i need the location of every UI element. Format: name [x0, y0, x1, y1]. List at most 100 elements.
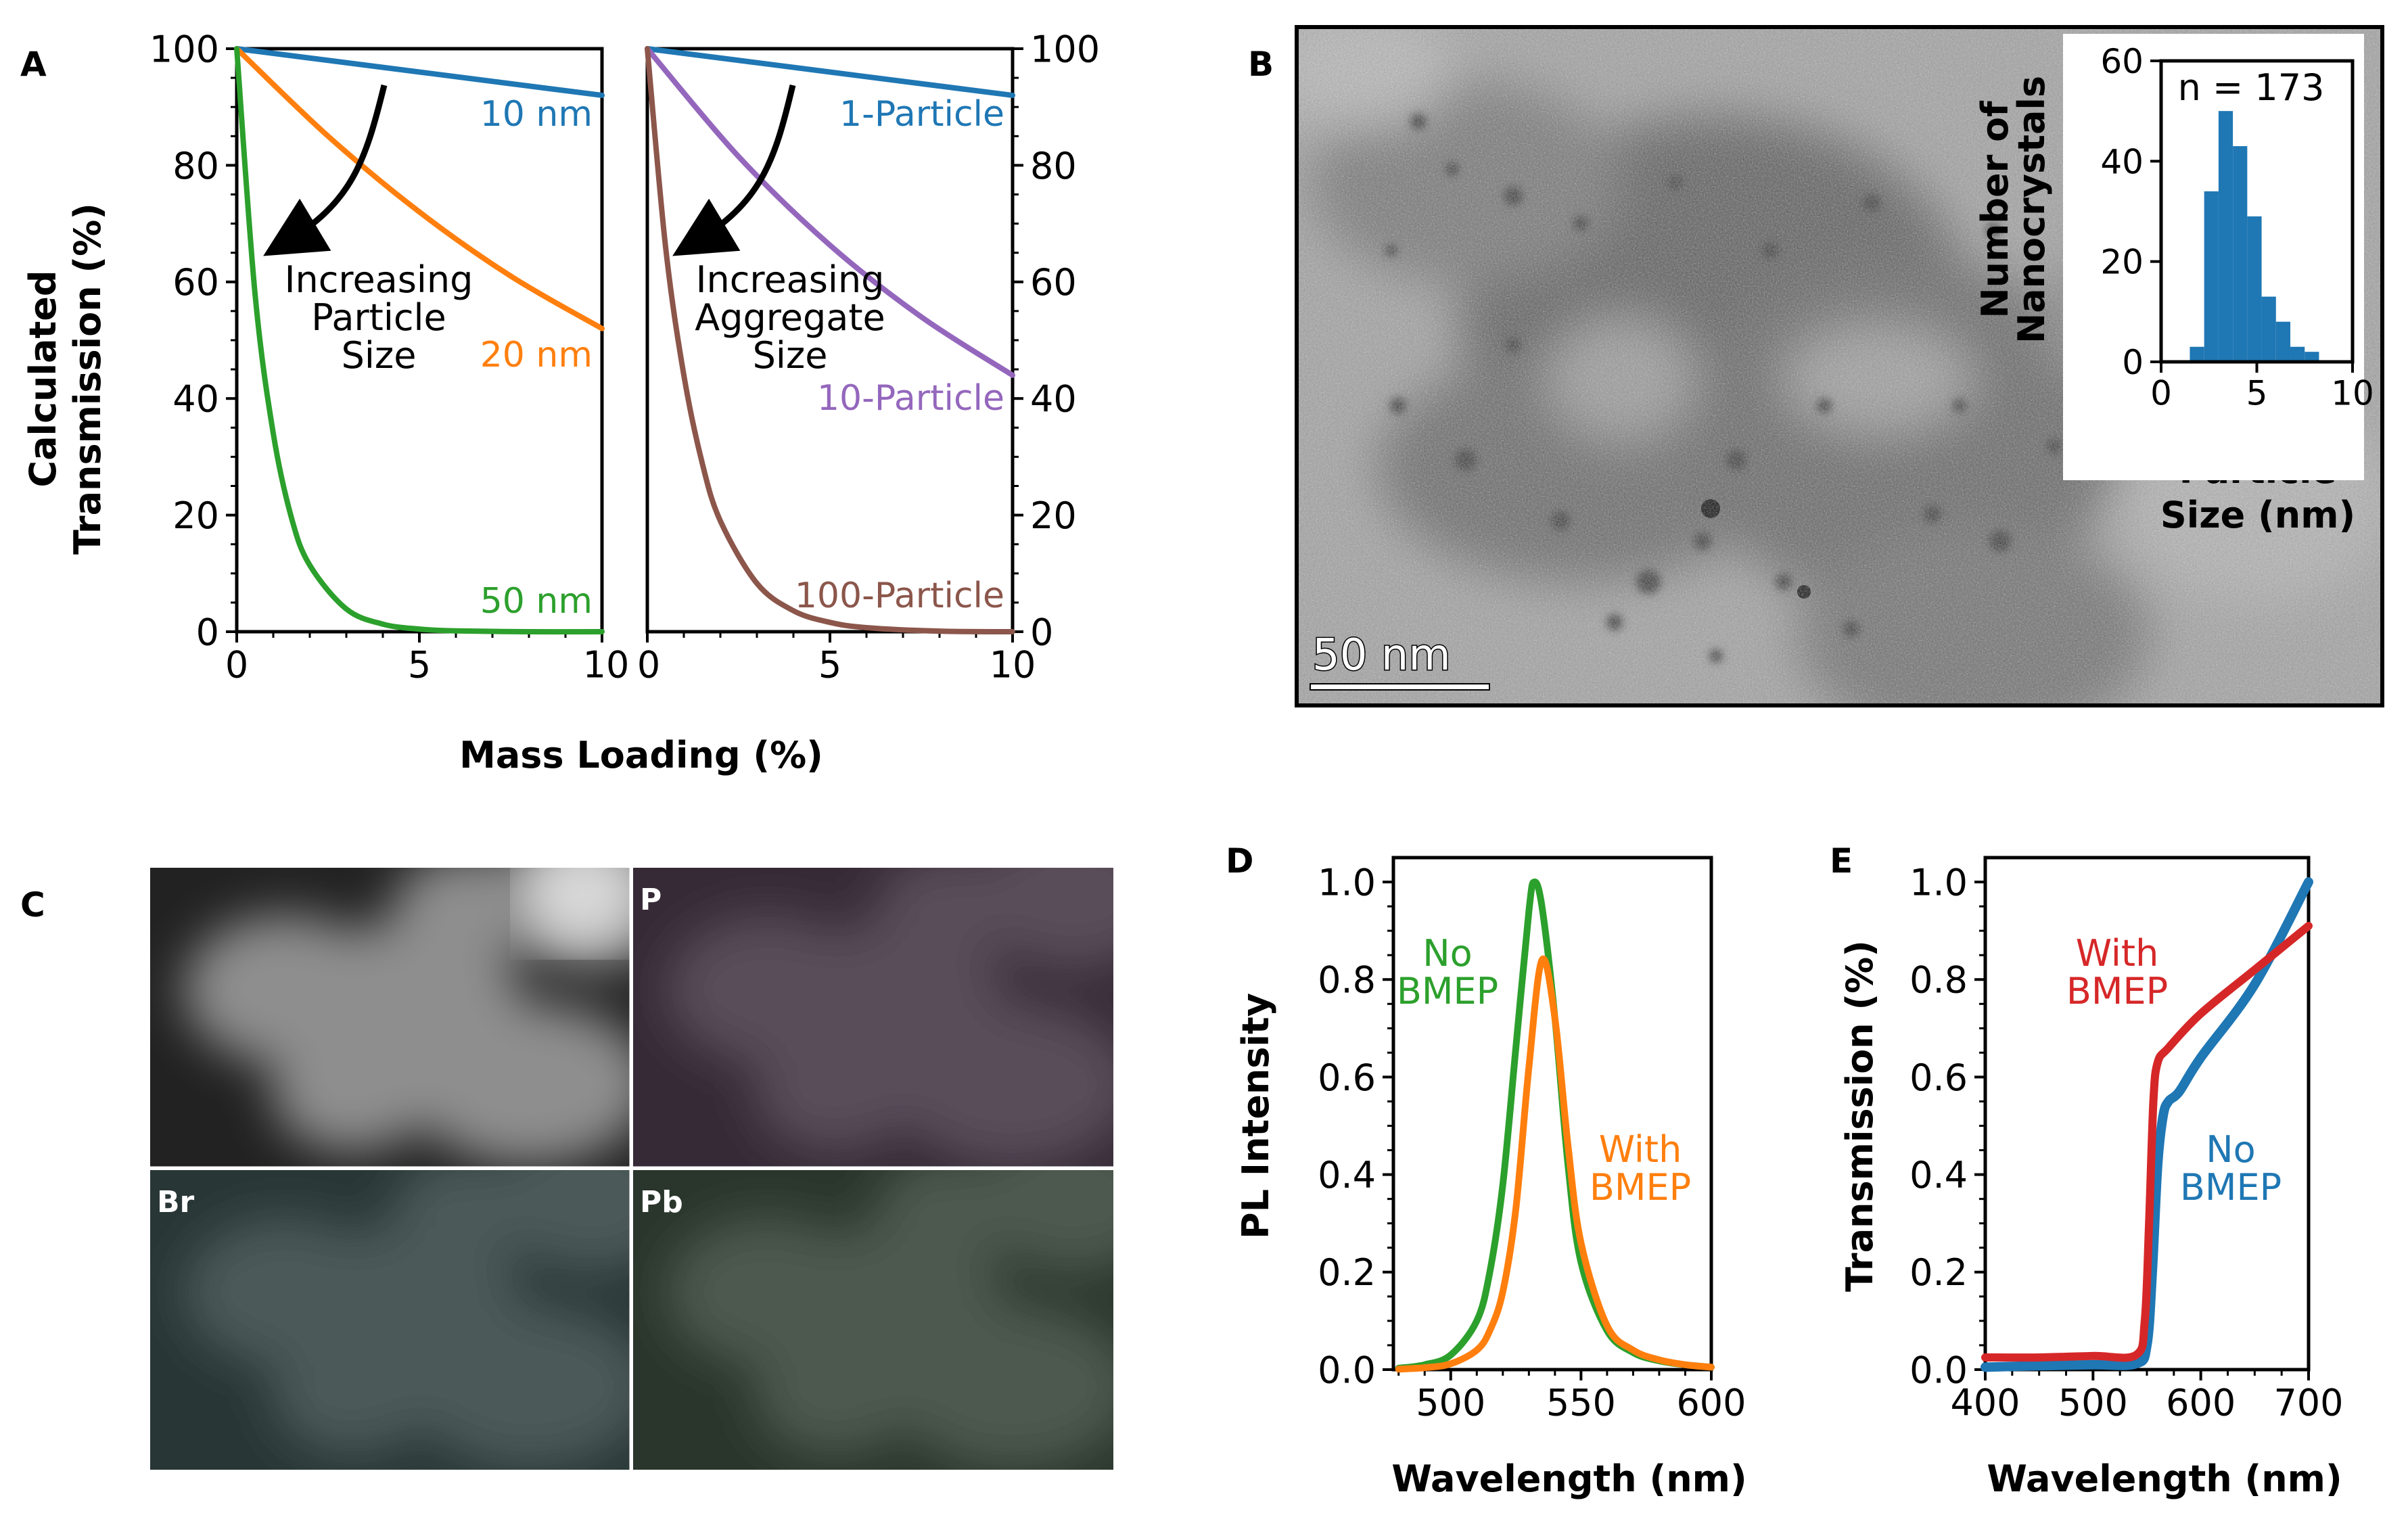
annot-right-line3: Size [753, 334, 828, 377]
tile-sample-shape [184, 868, 630, 1165]
y-tick-label: 0.0 [1318, 1349, 1376, 1391]
x-tick-label: 10 [2331, 374, 2374, 413]
hist-bar [2218, 111, 2233, 362]
series-line-10-nm [234, 46, 605, 98]
label-with-bmep-line2: BMEP [1590, 1166, 1691, 1209]
label-no-bmep-e-line1: No [2206, 1128, 2255, 1171]
x-tick-label: 10 [583, 643, 630, 686]
tile-blob [407, 1003, 630, 1165]
x-tick-label: 500 [2058, 1381, 2128, 1424]
y-tick-label: 0.2 [1909, 1251, 1968, 1294]
hist-xlabel-line2: Size (nm) [2160, 494, 2355, 536]
label-with-bmep-e-line2: BMEP [2066, 970, 2168, 1012]
y-tick-label: 20 [2100, 243, 2144, 282]
panel-e-xlabel: Wavelength (nm) [1987, 1458, 2342, 1500]
arrow-increasing-particle-size [263, 84, 388, 256]
panel-letter-b: B [1248, 45, 1274, 84]
x-tick-label: 500 [1416, 1381, 1485, 1424]
y-tick-label: 100 [1030, 28, 1100, 70]
panel-c-eds-maps: P Br Pb [150, 868, 1113, 1470]
panel-e-transmission-spectra: Transmission (%) Wavelength (nm) 400 500 6… [1838, 856, 2344, 1500]
tile-tint [633, 868, 1113, 1167]
series-line-20-nm [234, 46, 605, 331]
series-label-10-particle: 10-Particle [817, 378, 1004, 419]
hist-bar [2190, 346, 2204, 362]
x-tick-label: 5 [2246, 374, 2268, 413]
annot-right-line1: Increasing [696, 258, 885, 301]
x-tick-label: 700 [2273, 1381, 2343, 1424]
y-tick-label: 0.8 [1909, 959, 1968, 1002]
y-tick-label: 0.4 [1318, 1154, 1376, 1196]
panel-a-xlabel: Mass Loading (%) [459, 734, 823, 776]
x-tick-label: 600 [1676, 1381, 1746, 1424]
tile-tint [150, 1170, 630, 1470]
panel-a-ylabel-line2: Transmission (%) [66, 203, 109, 555]
plot-frame [1391, 856, 1713, 1372]
label-with-bmep-line1: With [1599, 1128, 1682, 1171]
y-tick-label: 40 [2100, 142, 2144, 181]
hist-bar [2290, 346, 2305, 362]
tile-element-dots [633, 868, 1113, 1167]
chart-b-histogram: 0 5 10 0 20 40 60 [2063, 34, 2374, 480]
series-line-1-Particle [645, 46, 1015, 98]
series-line-With-BMEP [1395, 955, 1715, 1373]
tile-label: Br [157, 1185, 195, 1219]
series-label-50nm: 50 nm [480, 581, 593, 622]
y-tick-label: 80 [1030, 145, 1077, 187]
y-tick-label: 100 [149, 28, 219, 70]
y-tick-label: 60 [2100, 42, 2144, 81]
hist-bar [2233, 146, 2248, 363]
y-tick-label: 20 [1030, 494, 1077, 537]
tile-tint [633, 1170, 1113, 1470]
hist-ylabel-line1: Number of [1974, 101, 2016, 319]
eds-tile-haadf [150, 868, 630, 1167]
y-tick-label: 20 [172, 494, 219, 537]
y-tick-label: 0.6 [1318, 1056, 1376, 1099]
y-tick-label: 0.4 [1909, 1154, 1968, 1196]
eds-tile-p: P [633, 868, 1113, 1167]
panel-a-transmission-plots: Calculated Transmission (%) Mass Loading… [22, 28, 1100, 776]
series-label-1-particle: 1-Particle [839, 94, 1004, 135]
y-tick-label: 0 [2122, 343, 2144, 382]
annot-left-line2: Particle [311, 296, 446, 339]
x-tick-label: 400 [1950, 1381, 2020, 1424]
label-no-bmep-line2: BMEP [1397, 970, 1498, 1012]
x-tick-label: 0 [225, 643, 248, 686]
hist-count-label: n = 173 [2178, 66, 2325, 109]
chart-e: 400 500 600 700 0.0 0.2 0.4 0.6 0.8 1.0 [1909, 856, 2344, 1424]
y-tick-label: 80 [172, 145, 219, 187]
tile-blob [394, 868, 542, 962]
y-tick-label: 1.0 [1318, 861, 1376, 904]
panel-d-pl-spectra: PL Intensity Wavelength (nm) 500 550 600 0.… [1234, 856, 1747, 1500]
tile-label: Pb [640, 1185, 683, 1219]
label-no-bmep-e-line2: BMEP [2180, 1166, 2282, 1209]
y-tick-label: 60 [1030, 261, 1077, 304]
annot-left-line3: Size [342, 334, 417, 377]
y-tick-label: 0.6 [1909, 1056, 1968, 1099]
y-tick-label: 60 [172, 261, 219, 304]
tile-label: P [640, 883, 662, 917]
hist-bar [2305, 352, 2319, 362]
x-tick-label: 0 [637, 643, 660, 686]
x-tick-label: 600 [2166, 1381, 2236, 1424]
series-label-20nm: 20 nm [480, 335, 593, 375]
hist-bar [2247, 216, 2262, 362]
scale-bar-label: 50 nm [1312, 630, 1451, 680]
chart-d: 500 550 600 0.0 0.2 0.4 0.6 0.8 1.0 [1318, 856, 1746, 1424]
series-line-50-nm [234, 46, 605, 635]
hist-frame [2159, 59, 2355, 364]
eds-tile-br: Br [150, 1170, 630, 1470]
scale-bar [1310, 683, 1490, 691]
y-tick-label: 40 [1030, 378, 1077, 421]
tem-frame [1295, 25, 2384, 707]
y-tick-label: 0 [196, 611, 219, 653]
hist-bar [2204, 191, 2219, 362]
y-tick-label: 0.8 [1318, 959, 1376, 1002]
y-tick-label: 0 [1030, 611, 1053, 653]
panel-a-ylabel-line1: Calculated [22, 270, 64, 487]
x-tick-label: 5 [408, 643, 431, 686]
chart-a-right: 0 5 100204060801001-Particle10-Particle100… [637, 28, 1100, 686]
panel-d-xlabel: Wavelength (nm) [1391, 1458, 1746, 1500]
